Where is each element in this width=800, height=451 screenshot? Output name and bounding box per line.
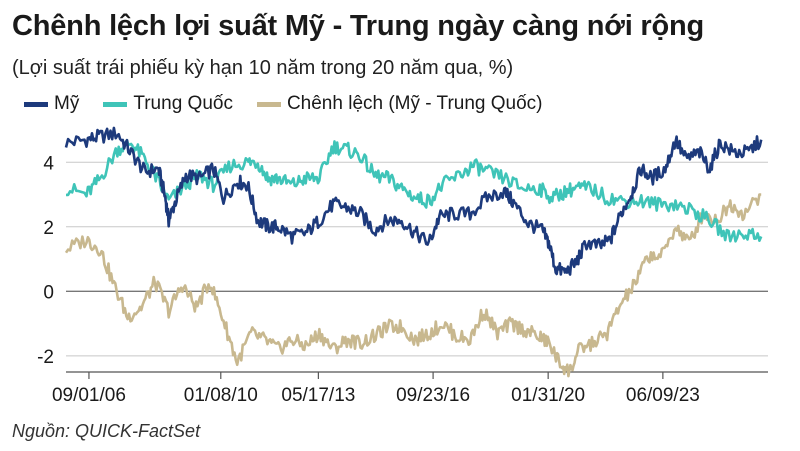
y-tick-labels: -2 0 2 4 <box>37 153 54 368</box>
chart-subtitle: (Lợi suất trái phiếu kỳ hạn 10 năm trong… <box>12 57 514 79</box>
y-tick-label: 0 <box>43 282 54 303</box>
source-note: Nguồn: QUICK-FactSet <box>12 421 201 441</box>
x-tick-label: 09/01/06 <box>52 385 126 406</box>
x-tick-label: 09/23/16 <box>396 385 470 406</box>
legend-swatch-china <box>103 101 128 107</box>
x-tick-label: 01/31/20 <box>511 385 585 406</box>
series-line-china <box>66 139 763 243</box>
x-tick-labels: 09/01/06 01/08/10 05/17/13 09/23/16 01/31/20… <box>52 372 700 406</box>
chart-title: Chênh lệch lợi suất Mỹ - Trung ngày càng… <box>12 10 705 42</box>
x-tick-label: 01/08/10 <box>184 385 258 406</box>
legend-label-spread: Chênh lệch (Mỹ - Trung Quốc) <box>286 93 543 114</box>
series-line-spread <box>64 193 762 378</box>
legend-label-china: Trung Quốc <box>133 93 233 114</box>
y-tick-label: 4 <box>43 153 54 174</box>
x-tick-label: 05/17/13 <box>281 385 355 406</box>
series-lines <box>64 126 763 378</box>
legend-swatch-us <box>24 101 48 107</box>
x-tick-label: 06/09/23 <box>626 385 700 406</box>
series-line-us <box>64 126 763 276</box>
legend-item-spread: Chênh lệch (Mỹ - Trung Quốc) <box>256 93 543 115</box>
legend-item-us: Mỹ <box>24 93 79 115</box>
y-tick-label: -2 <box>37 347 54 368</box>
legend-label-us: Mỹ <box>54 93 80 114</box>
legend-item-china: Trung Quốc <box>103 93 233 115</box>
legend: Mỹ Trung Quốc Chênh lệch (Mỹ - Trung Quố… <box>24 93 567 115</box>
y-tick-label: 2 <box>43 218 54 239</box>
legend-swatch-spread <box>256 101 281 107</box>
